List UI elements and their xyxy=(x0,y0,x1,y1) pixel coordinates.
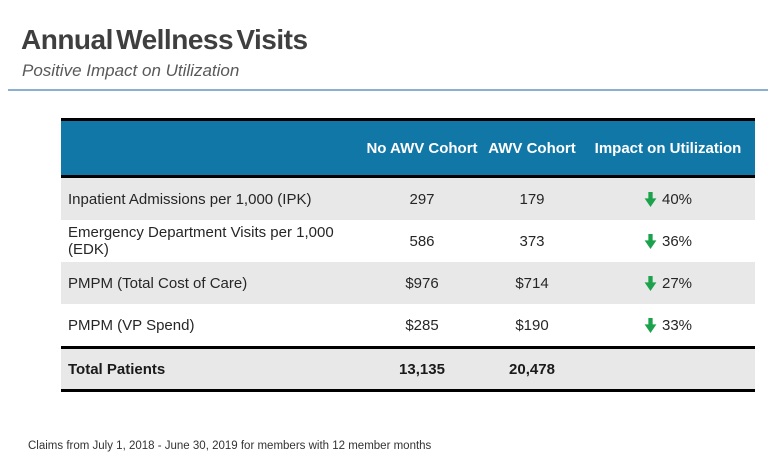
column-header-impact-on-utilization: Impact on Utilization xyxy=(594,139,742,157)
decrease-arrow-icon xyxy=(644,191,657,207)
impact-percent-label: 27% xyxy=(661,274,693,292)
metric-label-cell: PMPM (Total Cost of Care) xyxy=(68,274,248,292)
awv-value-cell: $714 xyxy=(515,274,549,292)
no-awv-value-cell: 297 xyxy=(409,190,435,208)
metric-label-cell: Emergency Department Visits per 1,000 (E… xyxy=(68,224,334,258)
decrease-arrow-icon xyxy=(644,317,657,333)
total-row: Total Patients 13,135 20,478 xyxy=(61,346,755,389)
table-header-row: No AWV Cohort AWV Cohort Impact on Utili… xyxy=(61,121,755,178)
metric-label-cell: Inpatient Admissions per 1,000 (IPK) xyxy=(68,190,312,208)
decrease-arrow-icon xyxy=(644,233,657,249)
impact-percent-label: 33% xyxy=(661,316,693,334)
page-title: Annual Wellness Visits xyxy=(21,24,308,55)
no-awv-value-cell: $285 xyxy=(405,316,439,334)
page-subtitle: Positive Impact on Utilization xyxy=(22,61,240,80)
column-header-awv-cohort: AWV Cohort xyxy=(488,139,576,157)
awv-value-cell: 373 xyxy=(519,232,545,250)
divider-rule xyxy=(8,89,768,91)
no-awv-value-cell: $976 xyxy=(405,274,439,292)
utilization-table: No AWV Cohort AWV Cohort Impact on Utili… xyxy=(61,118,755,392)
impact-value-cell: 40% xyxy=(581,191,755,208)
awv-value-cell: $190 xyxy=(515,316,549,334)
awv-value-cell: 179 xyxy=(519,190,545,208)
table-row: Emergency Department Visits per 1,000 (E… xyxy=(61,220,755,262)
column-header-no-awv-cohort: No AWV Cohort xyxy=(366,139,478,157)
impact-percent-label: 36% xyxy=(661,232,693,250)
decrease-arrow-icon xyxy=(644,275,657,291)
total-label-cell: Total Patients xyxy=(68,360,166,378)
table-row: PMPM (VP Spend) $285 $190 33% xyxy=(61,304,755,346)
total-awv-value-cell: 20,478 xyxy=(509,360,555,378)
impact-percent-label: 40% xyxy=(661,190,693,208)
impact-value-cell: 33% xyxy=(581,317,755,334)
claims-footnote: Claims from July 1, 2018 - June 30, 2019… xyxy=(28,440,432,452)
metric-label-cell: PMPM (VP Spend) xyxy=(68,316,195,334)
impact-value-cell: 27% xyxy=(581,275,755,292)
table-row: PMPM (Total Cost of Care) $976 $714 27% xyxy=(61,262,755,304)
no-awv-value-cell: 586 xyxy=(409,232,435,250)
table-row: Inpatient Admissions per 1,000 (IPK) 297… xyxy=(61,178,755,220)
total-no-awv-value-cell: 13,135 xyxy=(399,360,445,378)
impact-value-cell: 36% xyxy=(581,233,755,250)
